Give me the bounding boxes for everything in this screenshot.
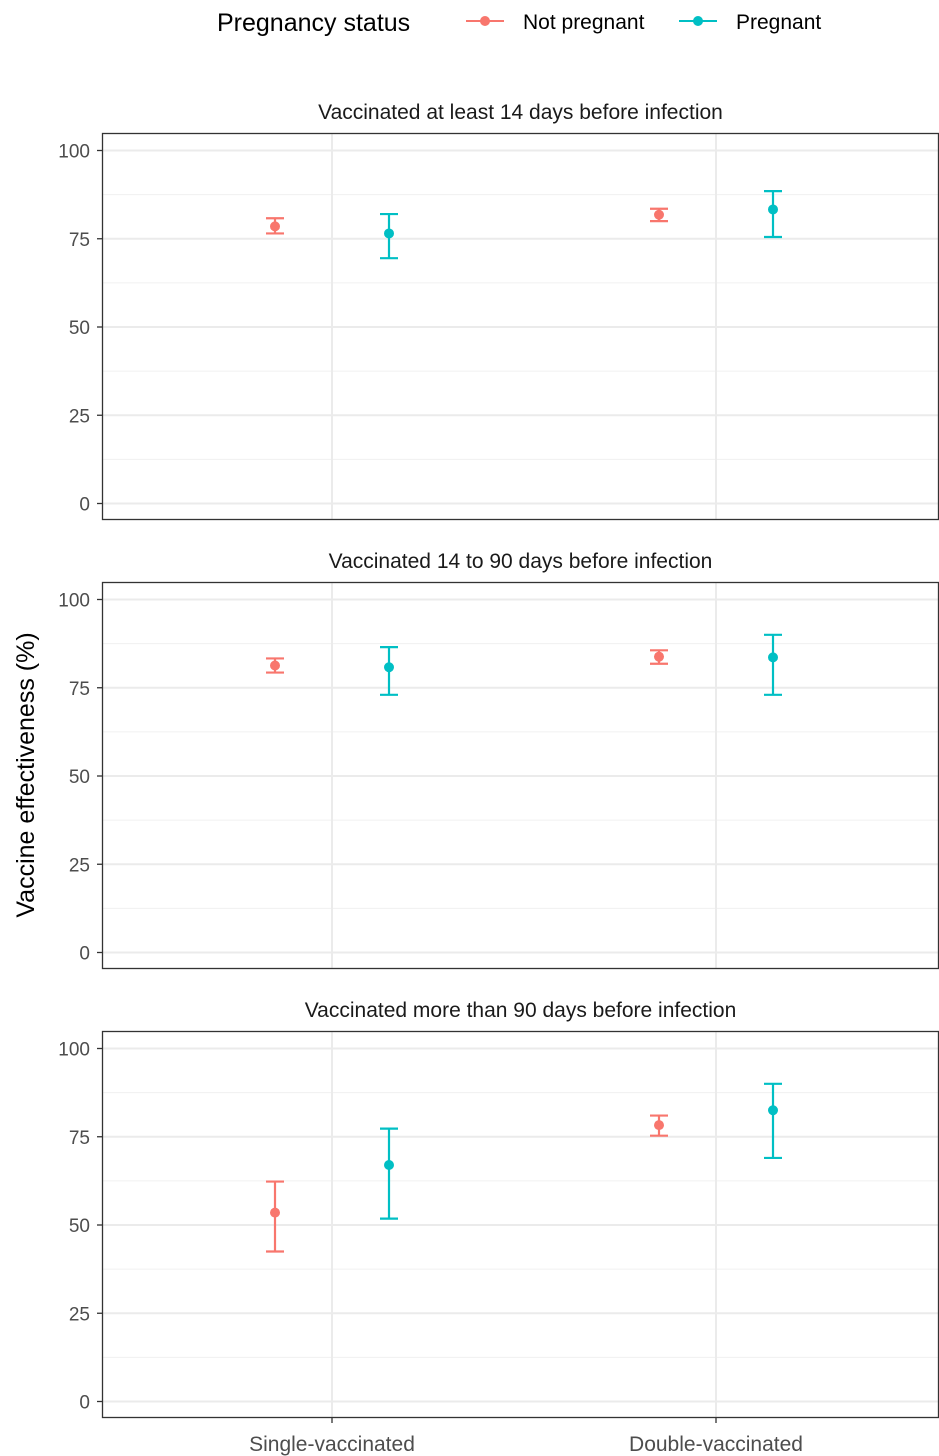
- legend-label-pregnant: Pregnant: [736, 11, 821, 34]
- y-tick-label: 25: [69, 855, 90, 876]
- y-tick-label: 100: [58, 1040, 90, 1061]
- y-axis-title: Vaccine effectiveness (%): [12, 632, 40, 917]
- data-point-not-pregnant: [654, 651, 664, 662]
- y-tick-label: 75: [69, 230, 90, 251]
- data-point-pregnant: [384, 228, 394, 239]
- facet-title: Vaccinated 14 to 90 days before infectio…: [329, 550, 713, 573]
- legend-key-point-pregnant: [693, 16, 703, 26]
- y-tick-label: 100: [58, 591, 90, 612]
- legend-label-not-pregnant: Not pregnant: [523, 11, 645, 34]
- y-tick-label: 75: [69, 1128, 90, 1149]
- data-point-pregnant: [768, 652, 778, 663]
- y-tick-label: 50: [69, 767, 90, 788]
- facet-title: Vaccinated more than 90 days before infe…: [305, 999, 737, 1022]
- data-point-not-pregnant: [270, 221, 280, 232]
- y-tick-label: 0: [79, 944, 90, 965]
- data-point-pregnant: [768, 204, 778, 215]
- data-point-pregnant: [768, 1105, 778, 1116]
- data-point-not-pregnant: [654, 1120, 664, 1131]
- data-point-not-pregnant: [270, 1207, 280, 1218]
- data-point-pregnant: [384, 662, 394, 673]
- y-tick-label: 0: [79, 1393, 90, 1414]
- x-tick-label: Single-vaccinated: [249, 1433, 415, 1456]
- data-point-not-pregnant: [654, 209, 664, 220]
- data-point-not-pregnant: [270, 660, 280, 671]
- facet-title: Vaccinated at least 14 days before infec…: [318, 101, 723, 124]
- y-tick-label: 25: [69, 406, 90, 427]
- y-tick-label: 75: [69, 679, 90, 700]
- y-tick-label: 0: [79, 495, 90, 516]
- y-tick-label: 50: [69, 1216, 90, 1237]
- y-tick-label: 100: [58, 142, 90, 163]
- data-point-pregnant: [384, 1159, 394, 1170]
- x-tick-label: Double-vaccinated: [629, 1433, 803, 1456]
- y-tick-label: 50: [69, 318, 90, 339]
- legend-title: Pregnancy status: [217, 9, 410, 37]
- y-tick-label: 25: [69, 1304, 90, 1325]
- legend-key-point-not-pregnant: [480, 16, 490, 26]
